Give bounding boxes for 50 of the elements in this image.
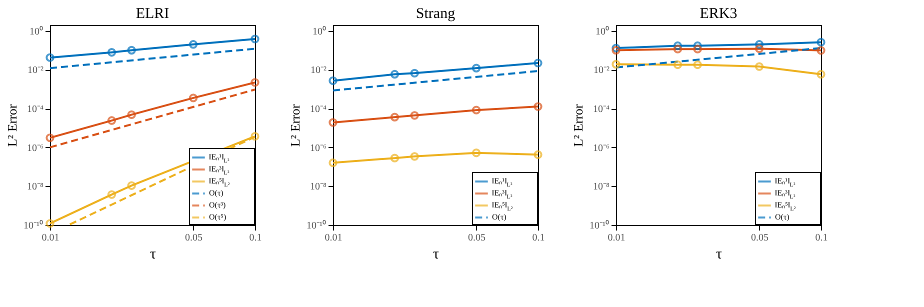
chart-title: ELRI <box>136 6 170 22</box>
legend-label: ‖Eₙ¹‖$_{L²}$ <box>209 152 230 164</box>
legend-label: O(τ) <box>775 212 790 222</box>
legend-label: ‖Eₙ³‖$_{L²}$ <box>775 188 796 200</box>
y-tick-label: 10⁻⁴ <box>27 104 44 116</box>
y-tick-label: 10⁰ <box>30 25 44 38</box>
x-tick-label: 0.05 <box>751 232 769 244</box>
x-tick-label: 0.01 <box>608 232 626 244</box>
chart-title: Strang <box>416 6 456 22</box>
x-tick-label: 0.05 <box>185 232 203 244</box>
legend-label: ‖Eₙ¹‖$_{L²}$ <box>492 176 512 188</box>
y-tick-label: 10⁻⁸ <box>310 182 327 193</box>
y-tick-label: 10⁻⁴ <box>310 104 327 116</box>
x-axis-title: τ <box>716 246 722 262</box>
y-tick-label: 10⁻² <box>28 65 44 76</box>
legend-label: O(τ) <box>209 188 224 198</box>
x-tick-label: 0.05 <box>468 232 486 244</box>
y-tick-label: 10⁰ <box>312 25 326 38</box>
chart-title: ERK3 <box>700 6 738 22</box>
legend-label: ‖Eₙ¹‖$_{L²}$ <box>775 176 796 188</box>
y-axis-title: L² Error <box>4 104 20 147</box>
y-tick-label: 10⁻⁶ <box>593 142 610 154</box>
x-axis-title: τ <box>432 246 440 262</box>
legend-label: ‖Eₙ⁵‖$_{L²}$ <box>209 176 230 188</box>
x-tick-label: 0.01 <box>324 232 342 244</box>
y-tick-label: 10⁻¹⁰ <box>306 220 326 232</box>
legend-label: ‖Eₙ³‖$_{L²}$ <box>492 188 512 200</box>
y-axis-title: L² Error <box>288 104 302 147</box>
y-tick-label: 10⁻⁶ <box>310 142 327 154</box>
legend-label: ‖Eₙ³‖$_{L²}$ <box>209 164 230 176</box>
y-tick-label: 10⁻¹⁰ <box>24 220 44 232</box>
y-tick-label: 10⁻² <box>594 65 610 76</box>
legend-label: ‖Eₙ⁵‖$_{L²}$ <box>492 200 513 212</box>
y-tick-label: 10⁰ <box>596 25 610 38</box>
x-tick-label: 0.1 <box>532 232 545 244</box>
legend-label: O(τ) <box>492 212 507 222</box>
x-tick-label: 0.1 <box>815 232 828 244</box>
x-axis-title: τ <box>150 246 156 262</box>
y-tick-label: 10⁻⁶ <box>27 142 44 154</box>
y-axis-title: L² Error <box>570 104 586 147</box>
legend-label: O(τ³) <box>209 200 226 210</box>
y-tick-label: 10⁻⁸ <box>27 182 44 193</box>
y-tick-label: 10⁻² <box>310 65 326 76</box>
legend-label: O(τ⁵) <box>209 212 226 222</box>
x-tick-label: 0.1 <box>249 232 262 244</box>
x-tick-label: 0.01 <box>42 232 60 244</box>
legend-label: ‖Eₙ⁵‖$_{L²}$ <box>775 200 796 212</box>
y-tick-label: 10⁻⁴ <box>593 104 610 116</box>
y-tick-label: 10⁻⁸ <box>593 182 610 193</box>
y-tick-label: 10⁻¹⁰ <box>590 220 610 232</box>
